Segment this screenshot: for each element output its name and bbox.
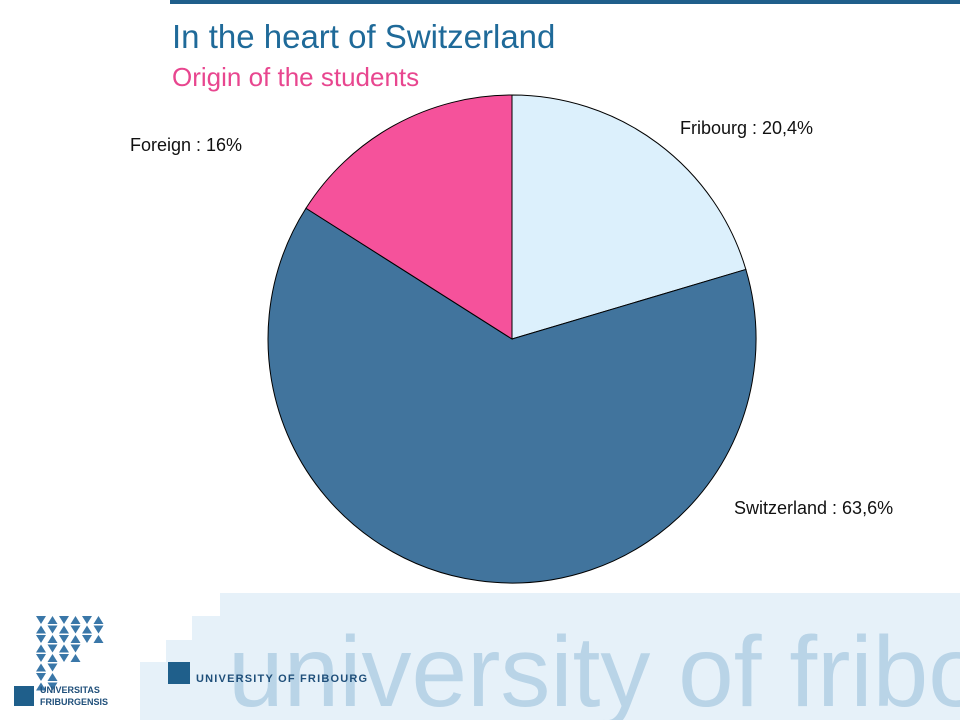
logo-line: FRIBURGENSIS <box>40 697 108 707</box>
logo-triangle <box>47 682 58 691</box>
logo-triangle <box>70 635 81 643</box>
logo-triangle <box>47 616 58 624</box>
logo-square <box>14 686 34 706</box>
logo-triangle <box>93 616 104 624</box>
logo-triangle <box>93 635 104 643</box>
logo-triangle <box>59 644 69 653</box>
logo-triangle <box>59 625 69 634</box>
logo-triangle <box>47 625 58 634</box>
logo-triangle <box>47 663 58 672</box>
logo-triangle <box>82 635 92 643</box>
logo-triangle <box>36 635 46 643</box>
wordmark: university of fribourg <box>228 616 960 720</box>
logo-triangle <box>82 625 92 634</box>
logo-triangle <box>36 625 46 634</box>
logo-triangle <box>47 644 58 653</box>
pie-slice <box>511 94 747 340</box>
slice-label: Foreign : 16% <box>130 135 242 155</box>
logo-triangle <box>70 654 81 662</box>
pie-slice <box>267 207 757 584</box>
logo-triangle <box>59 635 69 643</box>
logo-triangle <box>36 663 46 672</box>
top-rule <box>170 0 960 4</box>
logo-triangle <box>36 616 46 624</box>
logo-triangle <box>36 682 46 691</box>
logo-triangle <box>36 644 46 653</box>
logo-triangle <box>70 616 81 624</box>
pie <box>267 94 757 584</box>
logo-triangle <box>70 644 81 653</box>
logo-triangle <box>70 625 81 634</box>
logo-triangle <box>59 654 69 662</box>
logo-line: UNIVERSITAS <box>40 685 100 695</box>
logo-triangle <box>47 635 58 643</box>
brand-square <box>168 662 190 684</box>
footer-band <box>140 593 960 720</box>
logo-triangle <box>59 616 69 624</box>
logo-triangle <box>47 654 58 662</box>
logo-triangle <box>36 673 46 681</box>
slice-label: Fribourg : 20,4% <box>680 118 813 138</box>
chart-title: In the heart of Switzerland <box>172 18 555 55</box>
logo-triangle <box>47 673 58 681</box>
brand-text: UNIVERSITY OF FRIBOURG <box>196 673 368 685</box>
logo <box>36 616 104 691</box>
chart-subtitle: Origin of the students <box>172 62 419 92</box>
pie-slice <box>305 94 513 340</box>
slice-label: Switzerland : 63,6% <box>734 498 893 518</box>
logo-triangle <box>36 654 46 662</box>
logo-triangle <box>82 616 92 624</box>
logo-triangle <box>93 625 104 634</box>
